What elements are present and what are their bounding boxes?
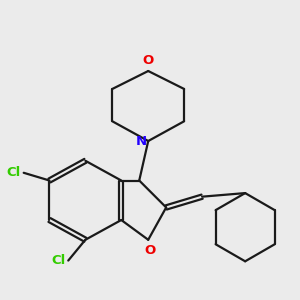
Text: O: O [144,244,156,257]
Text: O: O [142,54,154,67]
Text: Cl: Cl [7,166,21,179]
Text: N: N [135,134,146,148]
Text: Cl: Cl [51,254,65,267]
